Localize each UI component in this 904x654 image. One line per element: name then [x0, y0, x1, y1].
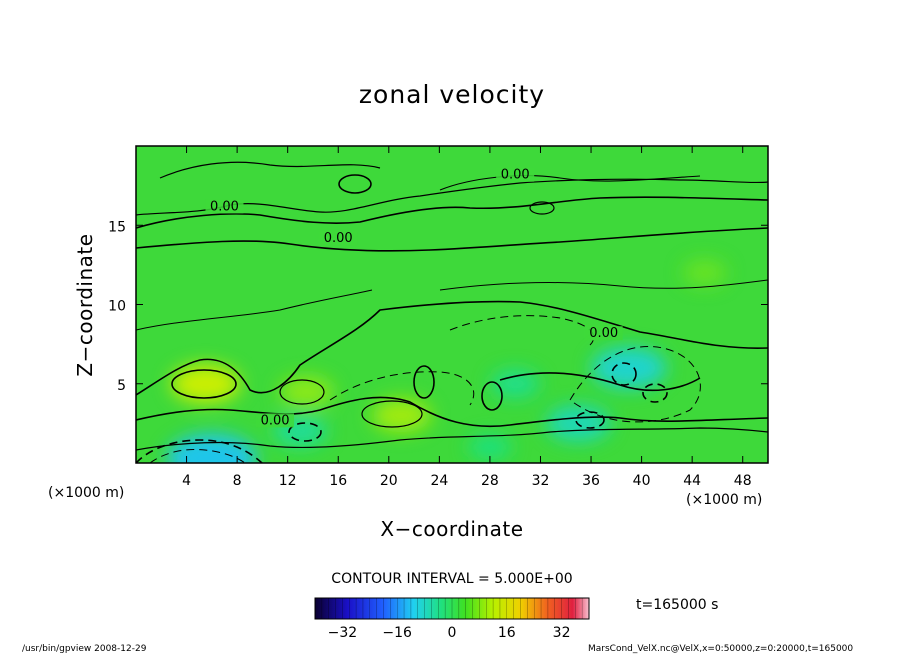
contour-label-1: 0.00: [210, 199, 239, 214]
colorbar-tick-label-1: −16: [382, 625, 412, 641]
x-tick-label-4: 20: [380, 473, 398, 489]
x-tick-label-1: 8: [233, 473, 242, 489]
contour-label-3: 0.00: [589, 326, 618, 341]
field-feature-5: [546, 405, 611, 442]
colorbar-tick-label-3: 16: [498, 625, 516, 641]
footer-left: /usr/bin/gpview 2008-12-29: [22, 644, 147, 654]
x-tick-label-8: 36: [582, 473, 600, 489]
x-tick-label-0: 4: [182, 473, 191, 489]
x-axis-label: X−coordinate: [380, 517, 523, 541]
y-tick-label-2: 15: [108, 219, 126, 235]
x-tick-label-5: 24: [430, 473, 448, 489]
field-feature-2: [371, 398, 432, 433]
field-background: [136, 146, 768, 463]
x-tick-label-6: 28: [481, 473, 499, 489]
contour-label-2: 0.00: [324, 231, 353, 246]
contour-label-bg-1: [205, 199, 244, 214]
x-tick-label-9: 40: [633, 473, 651, 489]
field-feature-9: [683, 259, 727, 286]
contour-label-0: 0.00: [501, 168, 530, 183]
x-tick-label-3: 16: [329, 473, 347, 489]
chart-title: zonal velocity: [359, 80, 545, 109]
x-tick-label-11: 48: [734, 473, 752, 489]
y-tick-label-0: 5: [117, 378, 126, 394]
contour-label-bg-3: [584, 326, 623, 341]
plot-area: 0.00 0.00 0.00 0.00 0.00: [136, 146, 768, 463]
field-feature-0: [170, 364, 241, 404]
x-axis-ticks: 4 8 12 16 20 24 28 32 36 40 44 48: [182, 146, 752, 489]
contour-labels: 0.00 0.00 0.00 0.00 0.00: [205, 167, 623, 428]
x-tick-label-7: 32: [532, 473, 550, 489]
contour-label-bg-2: [319, 231, 358, 246]
colorbar-tick-label-0: −32: [328, 625, 358, 641]
field-feature-7: [490, 369, 540, 398]
contour-label-bg-0: [496, 167, 535, 182]
contour-lines: [136, 161, 768, 451]
time-label: t=165000 s: [636, 597, 718, 613]
field-feature-4: [591, 347, 667, 389]
y-tick-label-1: 10: [108, 299, 126, 315]
y-axis-ticks: 5 10 15: [108, 219, 768, 394]
x-unit-label-left: (×1000 m): [48, 485, 124, 501]
field-feature-8: [468, 434, 512, 461]
contour-label-bg-4: [256, 413, 295, 428]
colorbar-tick-label-4: 32: [553, 625, 571, 641]
x-tick-label-10: 44: [683, 473, 701, 489]
contour-interval: CONTOUR INTERVAL = 5.000E+00: [331, 571, 572, 587]
y-axis-label: Z−coordinate: [73, 233, 97, 376]
footer-right: MarsCond_VelX.nc@VelX,x=0:50000,z=0:2000…: [588, 644, 853, 654]
x-tick-label-2: 12: [279, 473, 297, 489]
colorbar-tick-label-2: 0: [448, 625, 457, 641]
x-unit-label-right: (×1000 m): [686, 492, 762, 508]
contour-label-4: 0.00: [261, 413, 290, 428]
colorbar-ticks: −32 −16 0 16 32: [314, 598, 590, 641]
